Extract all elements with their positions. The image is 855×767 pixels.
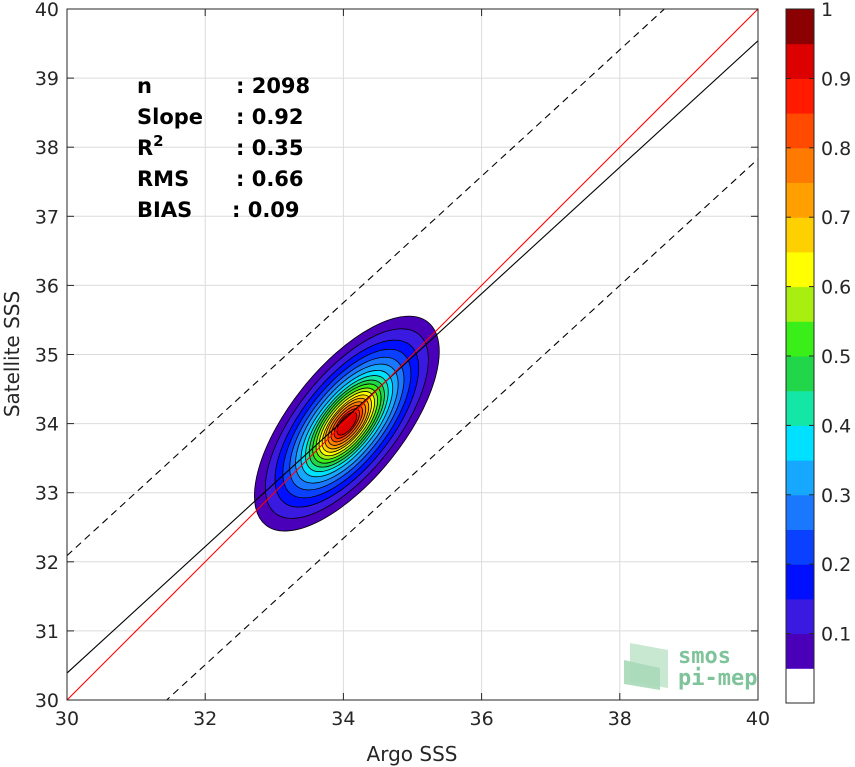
colorbar-band xyxy=(786,78,814,114)
y-tick-label: 34 xyxy=(35,414,59,436)
y-tick-label: 32 xyxy=(35,552,59,574)
contour-level xyxy=(336,411,358,436)
colorbar-tick-label: 0.2 xyxy=(821,554,851,576)
identity-line xyxy=(67,9,758,700)
stat-label: RMS xyxy=(137,167,189,191)
regression-line xyxy=(67,40,758,674)
colorbar-band xyxy=(786,460,814,496)
stat-value: : 0.66 xyxy=(236,167,304,191)
colorbar-band xyxy=(786,147,814,183)
stat-label: n xyxy=(137,74,152,98)
y-tick-label: 37 xyxy=(35,206,59,228)
y-tick-label: 36 xyxy=(35,275,59,297)
colorbar-tick-label: 0.9 xyxy=(821,68,851,90)
logo-text-smos: smos xyxy=(678,644,731,669)
colorbar-band xyxy=(786,390,814,426)
stat-value: : 0.92 xyxy=(236,105,304,129)
x-tick-label: 32 xyxy=(193,708,217,730)
colorbar-tick-label: 1 xyxy=(821,0,833,21)
colorbar-band xyxy=(786,321,814,357)
colorbar-band xyxy=(786,425,814,461)
colorbar-band xyxy=(786,598,814,635)
x-tick-label: 34 xyxy=(331,708,355,730)
colorbar-band xyxy=(786,356,814,392)
stat-value: : 2098 xyxy=(236,74,310,98)
colorbar-tick-label: 0.8 xyxy=(821,138,851,160)
colorbar-band xyxy=(786,113,814,149)
colorbar-band xyxy=(786,529,814,565)
y-axis-label: Satellite SSS xyxy=(0,291,24,417)
y-axis-ticks: 30 31 32 33 34 35 36 37 38 39 40 xyxy=(35,0,758,712)
colorbar-band xyxy=(786,633,814,669)
x-tick-label: 38 xyxy=(608,708,632,730)
x-tick-label: 36 xyxy=(470,708,494,730)
y-tick-label: 31 xyxy=(35,621,59,643)
colorbar-tick-label: 0.1 xyxy=(821,624,851,646)
colorbar-band xyxy=(786,9,814,45)
upper-bound-line xyxy=(67,9,666,556)
lower-bound-line xyxy=(165,158,758,700)
colorbar-tick-label: 0.6 xyxy=(821,277,851,299)
colorbar-band xyxy=(786,217,814,253)
colorbar-tick-label: 0.7 xyxy=(821,207,851,229)
stat-label: Slope xyxy=(137,105,203,129)
stat-value: : 0.09 xyxy=(232,198,300,222)
colorbar xyxy=(785,8,815,704)
colorbar-tick-label: 0.3 xyxy=(821,485,851,507)
smos-pi-mep-logo: smos pi-mep xyxy=(624,643,757,691)
colorbar-band xyxy=(786,251,814,288)
logo-graphic-front xyxy=(624,660,660,690)
colorbar-band xyxy=(786,182,814,218)
colorbar-tick-label: 0.5 xyxy=(821,346,851,368)
y-tick-label: 30 xyxy=(35,690,59,712)
reference-lines xyxy=(67,9,758,700)
colorbar-ticks: 0.1 0.2 0.3 0.4 0.5 0.6 0.7 0.8 0.9 1 xyxy=(786,0,851,646)
y-tick-label: 39 xyxy=(35,68,59,90)
colorbar-tick-label: 0.4 xyxy=(821,415,851,437)
colorbar-band xyxy=(786,43,814,79)
y-tick-label: 35 xyxy=(35,345,59,367)
colorbar-band xyxy=(786,668,814,704)
stat-value: : 0.35 xyxy=(236,136,304,160)
stat-superscript: 2 xyxy=(153,132,163,150)
y-tick-label: 40 xyxy=(35,0,59,21)
x-axis-label: Argo SSS xyxy=(367,742,458,766)
colorbar-band xyxy=(786,494,814,530)
y-tick-label: 38 xyxy=(35,137,59,159)
x-tick-label: 40 xyxy=(746,708,770,730)
colorbar-band xyxy=(786,286,814,322)
colorbar-band xyxy=(786,564,814,600)
logo-text-pi-mep: pi-mep xyxy=(678,666,757,691)
x-axis-ticks: 30 32 34 36 38 40 xyxy=(55,9,770,730)
y-tick-label: 33 xyxy=(35,483,59,505)
x-tick-label: 30 xyxy=(55,708,79,730)
stat-label: BIAS xyxy=(137,198,192,222)
density-contours xyxy=(254,315,440,532)
